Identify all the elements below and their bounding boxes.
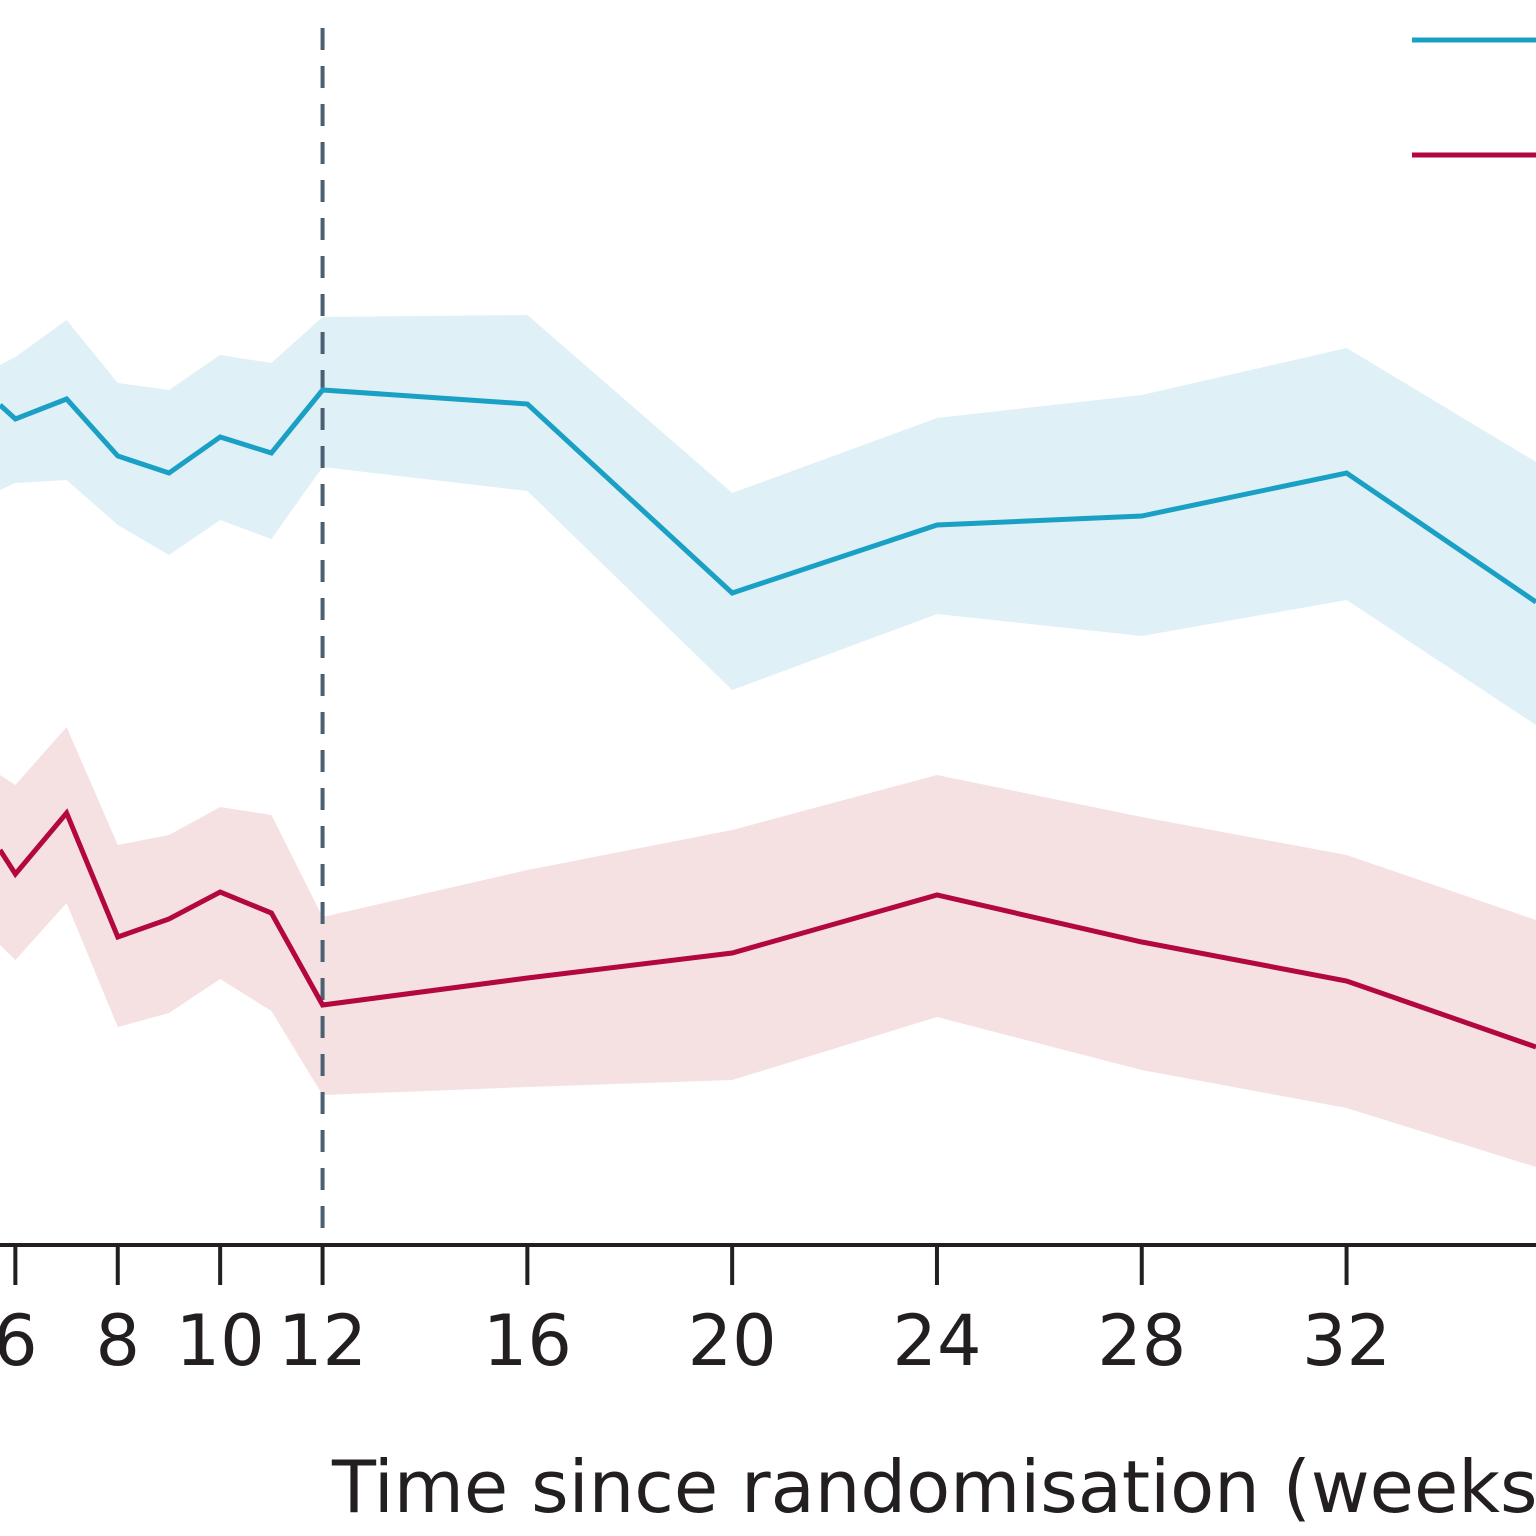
series-2-line (0, 808, 1536, 1050)
legend (1412, 37, 1536, 158)
x-tick-label-8: 8 (95, 1300, 140, 1382)
x-tick-label-16: 16 (483, 1300, 572, 1382)
series-1-confidence-band (0, 315, 1536, 725)
series-1-line (0, 387, 1536, 605)
confidence-bands (0, 315, 1536, 1167)
x-tick-label-28: 28 (1097, 1300, 1186, 1382)
x-axis-title: Time since randomisation (weeks (331, 1445, 1536, 1529)
x-tick-label-20: 20 (688, 1300, 777, 1382)
series-2-confidence-band (0, 727, 1536, 1167)
x-tick-label-32: 32 (1302, 1300, 1391, 1382)
x-tick-label-10: 10 (176, 1300, 265, 1382)
x-tick-label-6: 6 (0, 1300, 38, 1382)
series-lines (0, 387, 1536, 1050)
x-tick-label-12: 12 (278, 1300, 367, 1382)
x-axis-ticks: 6 8 10 12 16 20 24 28 32 (0, 1245, 1391, 1382)
x-tick-label-24: 24 (892, 1300, 981, 1382)
